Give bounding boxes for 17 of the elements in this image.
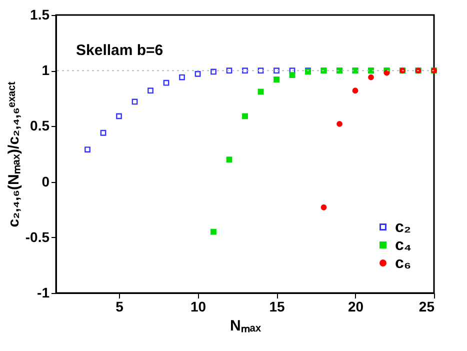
legend-label: c₂ [395, 219, 412, 236]
x-tick-label: 15 [269, 298, 285, 314]
x-tick-label: 20 [348, 298, 364, 314]
y-axis-title: c₂,₄,₆(Nₘₐₓ)/c₂,₄,₆ᵉˣᵃᶜᵗ [5, 81, 22, 228]
y-tick-label: 0.5 [30, 118, 50, 134]
y-tick-label: 0 [42, 173, 50, 190]
x-tick-label: 5 [116, 298, 124, 314]
x-axis-title: Nₘₐₓ [230, 318, 262, 334]
y-tick-label: -0.5 [25, 228, 50, 245]
y-tick-label: 1 [42, 62, 50, 78]
y-tick-label: 1.5 [30, 6, 50, 22]
y-tick-label: -1 [37, 284, 50, 300]
x-tick-label: 10 [190, 298, 206, 314]
x-tick-label: 25 [418, 298, 435, 314]
legend-label: c₆ [395, 255, 412, 272]
legend-label: c₄ [395, 237, 412, 254]
annotation: Skellam b=6 [76, 42, 164, 59]
